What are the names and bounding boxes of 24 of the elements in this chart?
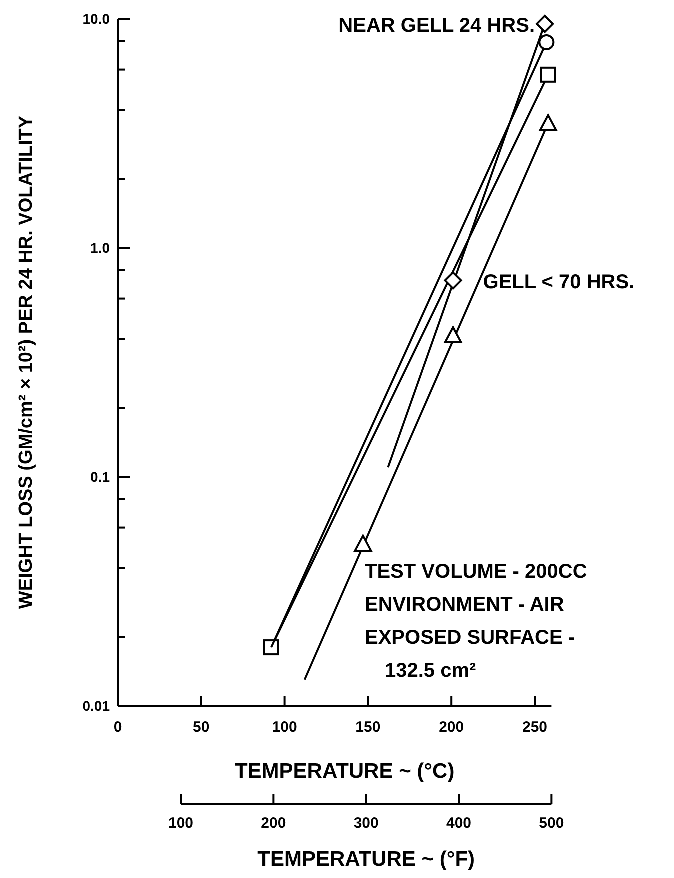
y-tick-label: 1.0 (90, 240, 110, 256)
annotation: GELL < 70 HRS. (483, 272, 635, 294)
x2-tick-label: 400 (446, 815, 472, 832)
annotation: EXPOSED SURFACE - (365, 627, 576, 649)
annotation: 132.5 cm² (385, 660, 477, 682)
x2-axis-title: TEMPERATURE ~ (°F) (258, 848, 476, 871)
x2-tick-label: 100 (168, 815, 194, 832)
x2-tick-label: 300 (354, 815, 379, 832)
x2-tick-label: 200 (261, 815, 286, 832)
y-tick-label: 0.1 (90, 469, 110, 485)
x2-tick-label: 500 (539, 815, 564, 832)
x-tick-label: 0 (114, 719, 122, 736)
x-tick-label: 250 (522, 719, 548, 736)
x-axis-title: TEMPERATURE ~ (°C) (234, 760, 455, 783)
x-tick-label: 50 (193, 719, 210, 736)
y-tick-label: 10.0 (82, 11, 110, 27)
x-tick-label: 150 (356, 719, 381, 736)
x-tick-label: 200 (439, 719, 464, 736)
annotation: ENVIRONMENT - AIR (365, 594, 565, 616)
annotation: NEAR GELL 24 HRS. (338, 15, 536, 38)
y-tick-label: 0.01 (82, 698, 110, 714)
annotation: TEST VOLUME - 200CC (365, 561, 588, 583)
x-tick-label: 100 (272, 719, 298, 736)
y-axis-title: WEIGHT LOSS (GM/cm² × 10²) PER 24 HR. VOLATILITY (16, 116, 37, 610)
